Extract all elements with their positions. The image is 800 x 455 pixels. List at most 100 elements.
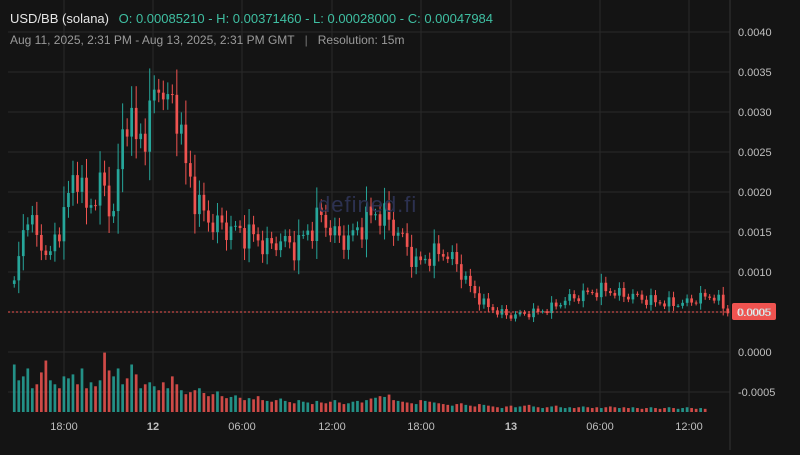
volume-bar <box>220 396 224 412</box>
candle <box>654 290 657 307</box>
volume-bar <box>333 400 337 412</box>
volume-bar <box>243 400 246 412</box>
candle <box>198 180 201 227</box>
candle <box>179 112 183 145</box>
candle <box>319 199 323 223</box>
volume-bar <box>627 408 630 412</box>
resolution-label: Resolution: 15m <box>317 33 405 47</box>
volume-bar <box>554 405 558 412</box>
candle <box>26 217 30 237</box>
candle <box>649 288 653 311</box>
y-axis: 0.0040 0.0035 0.0030 0.0025 0.0020 0.0015 0.00… <box>729 0 775 450</box>
volume-bar <box>658 408 662 412</box>
y-tick-label: 0.0035 <box>738 67 772 79</box>
volume-bar <box>329 401 332 412</box>
candle <box>44 245 48 260</box>
grid-lines <box>8 0 730 412</box>
candle <box>107 166 111 233</box>
candle <box>487 293 490 312</box>
volume-bar <box>170 376 174 412</box>
candle <box>631 289 635 304</box>
candle <box>229 215 233 250</box>
candle <box>62 186 66 260</box>
symbol-label: USD/BB (solana) <box>10 11 109 26</box>
volume-bar <box>563 408 567 412</box>
volume-bar <box>53 384 57 412</box>
candle <box>595 288 599 301</box>
candle <box>315 187 319 259</box>
volume-bar <box>21 376 25 412</box>
volume-bar <box>98 380 102 412</box>
volume-bar <box>514 407 517 412</box>
volume-bar <box>198 388 201 412</box>
volume-bar <box>301 401 305 412</box>
candle <box>207 200 210 232</box>
candle <box>216 203 219 244</box>
candle <box>401 228 404 238</box>
volume-bar <box>39 372 43 412</box>
volume-bar <box>125 378 129 412</box>
volume-bar <box>35 384 39 412</box>
candle <box>71 160 75 206</box>
candle <box>238 220 242 233</box>
candle <box>410 234 413 278</box>
x-tick-label: 06:00 <box>586 421 614 433</box>
candle <box>30 205 34 233</box>
x-axis: 18:00 12 06:00 12:00 18:00 13 06:00 12:00 <box>50 421 703 433</box>
volume-bar <box>690 408 693 412</box>
volume-bar <box>261 400 264 412</box>
volume-bar <box>67 378 70 412</box>
candle <box>76 161 79 204</box>
volume-bar <box>640 408 644 412</box>
candle <box>703 289 707 300</box>
volume-bar <box>103 352 106 412</box>
volume-bar <box>315 400 319 412</box>
volume-bar <box>654 408 657 412</box>
volume-bar <box>338 402 341 412</box>
volume-bar <box>356 400 359 412</box>
candle <box>265 226 269 265</box>
volume-bar <box>152 386 156 412</box>
candle <box>523 310 526 316</box>
candle <box>225 210 228 251</box>
volume-bar <box>360 402 364 412</box>
volume-bar <box>681 408 684 412</box>
candle <box>166 82 170 110</box>
candle <box>243 215 246 261</box>
x-tick-label: 12 <box>147 421 159 433</box>
volume-bar <box>26 368 30 412</box>
volume-bar <box>599 408 603 412</box>
volume-bar <box>274 400 278 412</box>
candle <box>383 187 386 240</box>
candle <box>360 217 364 248</box>
volume-bar <box>649 407 653 412</box>
volume-bar <box>437 403 441 412</box>
candle <box>432 229 436 279</box>
candle <box>369 197 373 224</box>
candle <box>333 217 337 243</box>
volume-bar <box>685 407 689 412</box>
volume-bar <box>473 406 477 412</box>
candle <box>455 243 459 272</box>
x-tick-label: 18:00 <box>407 421 435 433</box>
candle <box>288 229 292 249</box>
candle <box>329 220 332 243</box>
candle <box>392 208 395 246</box>
volume-bar <box>270 401 274 412</box>
volume-bar <box>94 386 97 412</box>
volume-bar <box>374 397 377 412</box>
volume-bar <box>306 402 310 412</box>
candle <box>663 300 666 310</box>
candle <box>405 223 409 256</box>
candle <box>351 223 355 242</box>
volume-bar <box>631 407 635 412</box>
x-tick-label: 13 <box>505 421 517 433</box>
volume-bar <box>568 407 572 412</box>
candle <box>35 201 39 247</box>
candle <box>139 123 143 149</box>
candle <box>627 293 630 303</box>
candle <box>514 311 517 322</box>
candle <box>505 305 508 319</box>
